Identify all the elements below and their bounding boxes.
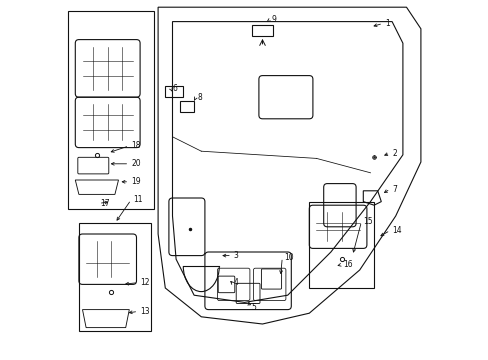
Text: 14: 14 xyxy=(391,226,401,235)
Text: 16: 16 xyxy=(343,260,352,269)
Bar xyxy=(79,223,151,331)
Text: 20: 20 xyxy=(131,159,141,168)
Text: 3: 3 xyxy=(233,251,238,260)
Text: 7: 7 xyxy=(391,185,396,194)
Text: 1: 1 xyxy=(384,19,389,28)
Text: 4: 4 xyxy=(233,278,238,287)
Bar xyxy=(309,202,373,288)
Text: 9: 9 xyxy=(271,15,276,24)
Text: 5: 5 xyxy=(251,303,256,312)
Text: 8: 8 xyxy=(197,93,202,102)
Text: 10: 10 xyxy=(284,253,293,262)
Text: 6: 6 xyxy=(172,84,177,93)
Text: 18: 18 xyxy=(131,141,141,150)
Text: 13: 13 xyxy=(140,307,149,316)
Text: 19: 19 xyxy=(131,177,141,186)
Text: 17: 17 xyxy=(101,199,110,208)
Text: 15: 15 xyxy=(363,217,372,226)
Text: 2: 2 xyxy=(391,149,396,158)
Text: 12: 12 xyxy=(140,278,149,287)
Bar xyxy=(68,11,154,209)
Text: 11: 11 xyxy=(133,195,142,204)
